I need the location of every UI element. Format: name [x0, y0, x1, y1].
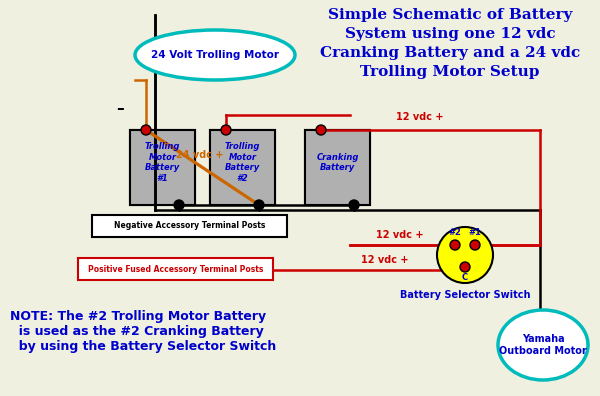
Text: Cranking
Battery: Cranking Battery: [316, 153, 359, 172]
Circle shape: [174, 200, 184, 210]
Text: Positive Fused Accessory Terminal Posts: Positive Fused Accessory Terminal Posts: [88, 265, 263, 274]
Circle shape: [450, 240, 460, 250]
Bar: [305, 130, 370, 205]
Text: System using one 12 vdc: System using one 12 vdc: [344, 27, 556, 41]
Circle shape: [317, 126, 325, 134]
Text: 24 Volt Trolling Motor: 24 Volt Trolling Motor: [151, 50, 279, 60]
Circle shape: [254, 200, 264, 210]
Bar: [210, 130, 275, 205]
Text: Trolling Motor Setup: Trolling Motor Setup: [361, 65, 539, 79]
Circle shape: [460, 262, 470, 272]
Bar: [130, 130, 195, 205]
Text: Trolling
Motor
Battery
#2: Trolling Motor Battery #2: [225, 143, 260, 183]
Text: Negative Accessory Terminal Posts: Negative Accessory Terminal Posts: [114, 221, 265, 230]
Text: 24 vdc +: 24 vdc +: [176, 150, 223, 160]
Text: –: –: [116, 101, 124, 116]
Bar: [92, 215, 287, 237]
Text: NOTE: The #2 Trolling Motor Battery
  is used as the #2 Cranking Battery
  by us: NOTE: The #2 Trolling Motor Battery is u…: [10, 310, 276, 353]
Bar: [210, 130, 275, 205]
Circle shape: [470, 240, 480, 250]
Bar: [130, 130, 195, 205]
Circle shape: [316, 125, 326, 135]
Bar: [78, 258, 273, 280]
Ellipse shape: [498, 310, 588, 380]
Text: C: C: [462, 273, 468, 282]
Text: Cranking Battery and a 24 vdc: Cranking Battery and a 24 vdc: [320, 46, 580, 60]
Text: 12 vdc +: 12 vdc +: [361, 255, 409, 265]
Circle shape: [141, 125, 151, 135]
Text: 12 vdc +: 12 vdc +: [376, 230, 424, 240]
Text: Yamaha
Outboard Motor: Yamaha Outboard Motor: [499, 334, 587, 356]
Text: Trolling
Motor
Battery
#1: Trolling Motor Battery #1: [145, 143, 180, 183]
Text: Simple Schematic of Battery: Simple Schematic of Battery: [328, 8, 572, 22]
Circle shape: [437, 227, 493, 283]
Ellipse shape: [135, 30, 295, 80]
Text: 12 vdc +: 12 vdc +: [396, 112, 444, 122]
Bar: [305, 130, 370, 205]
Circle shape: [349, 200, 359, 210]
Circle shape: [221, 125, 231, 135]
Text: #1: #1: [469, 228, 481, 237]
Text: Battery Selector Switch: Battery Selector Switch: [400, 290, 530, 300]
Text: #2: #2: [449, 228, 461, 237]
